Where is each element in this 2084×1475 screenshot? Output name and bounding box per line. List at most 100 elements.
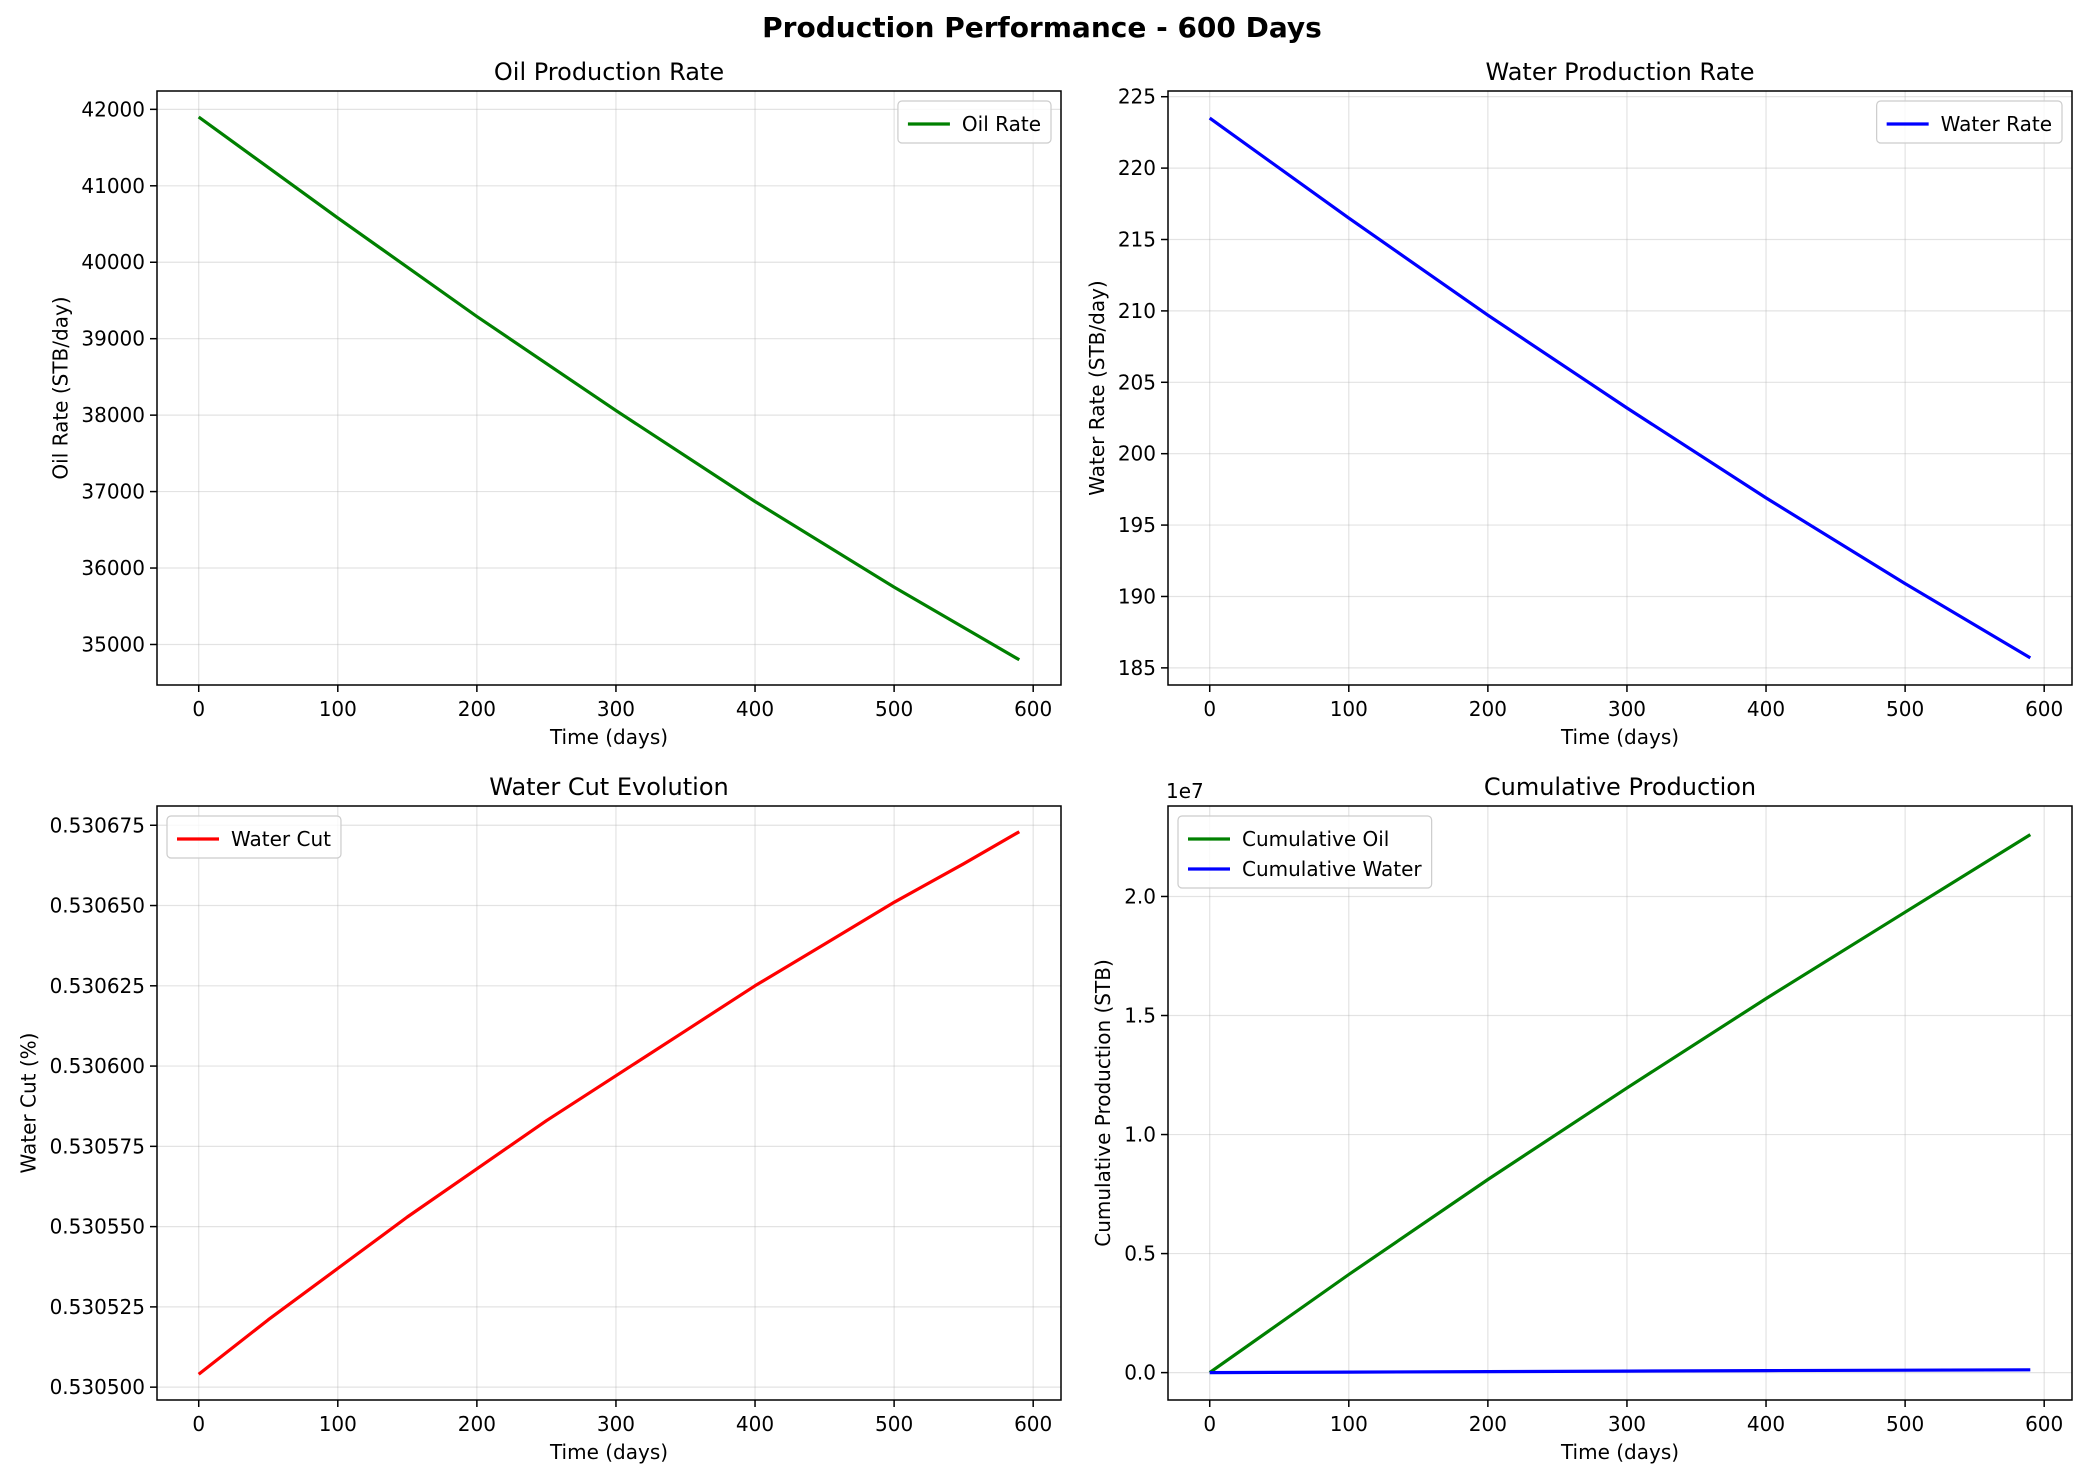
plot-frame — [156, 805, 1062, 1401]
chart-title: Water Production Rate — [1486, 58, 1755, 86]
legend-label: Cumulative Oil — [1242, 827, 1389, 851]
x-axis-label: Time (days) — [549, 725, 668, 749]
series-line-1 — [1208, 833, 2032, 1374]
x-tick-label: 100 — [1330, 1412, 1368, 1436]
x-tick-label: 400 — [736, 1412, 774, 1436]
y-tick-label: 210 — [1118, 299, 1156, 323]
x-tick-label: 0 — [1203, 697, 1216, 721]
y-axis-label: Cumulative Production (STB) — [1091, 959, 1115, 1247]
y-tick-label: 225 — [1118, 85, 1156, 109]
x-axis-label: Time (days) — [1560, 1440, 1679, 1464]
y-tick-label: 0.530500 — [50, 1375, 145, 1399]
chart-panel-1: 0 100 200 300 400 500 600 35000 36000 37000 38000 3… — [48, 58, 1062, 749]
x-tick-label: 200 — [458, 1412, 496, 1436]
legend-frame — [1876, 100, 2063, 144]
y-tick-label: 40000 — [81, 250, 145, 274]
y-tick-label: 36000 — [81, 556, 145, 580]
y-tick-label: 220 — [1118, 156, 1156, 180]
chart-title: Oil Production Rate — [494, 58, 724, 86]
y-offset-label: 1e7 — [1166, 779, 1204, 803]
series-line-1 — [1208, 116, 2032, 660]
y-tick-label: 185 — [1118, 656, 1156, 680]
x-tick-label: 500 — [1886, 1412, 1924, 1436]
x-tick-label: 100 — [1330, 697, 1368, 721]
chart-title: Cumulative Production — [1484, 773, 1756, 801]
plot-frame — [1167, 90, 2073, 686]
x-tick-label: 500 — [1886, 697, 1924, 721]
y-tick-label: 1.5 — [1124, 1004, 1156, 1028]
x-tick-label: 400 — [736, 697, 774, 721]
x-tick-label: 300 — [1608, 697, 1646, 721]
y-tick-label: 2.0 — [1124, 884, 1156, 908]
x-axis-label: Time (days) — [549, 1440, 668, 1464]
legend: Water Rate — [1876, 100, 2063, 144]
x-tick-label: 200 — [458, 697, 496, 721]
y-tick-label: 0.530525 — [50, 1295, 145, 1319]
y-axis-label: Water Cut (%) — [17, 1033, 41, 1174]
series-line-1 — [197, 115, 1021, 662]
x-tick-label: 400 — [1747, 1412, 1785, 1436]
chart-panel-4: 0 100 200 300 400 500 600 0.0 0.5 1.0 1.5 2.0 1e7 Cum… — [1091, 773, 2073, 1464]
y-tick-label: 41000 — [81, 174, 145, 198]
figure-title: Production Performance - 600 Days — [762, 11, 1322, 44]
y-tick-label: 42000 — [81, 97, 145, 121]
x-tick-label: 200 — [1469, 697, 1507, 721]
y-tick-label: 0.5 — [1124, 1242, 1156, 1266]
x-tick-label: 300 — [597, 697, 635, 721]
series-line-2 — [1209, 1368, 2031, 1375]
y-tick-label: 215 — [1118, 228, 1156, 252]
y-tick-label: 200 — [1118, 442, 1156, 466]
y-tick-label: 0.530550 — [50, 1215, 145, 1239]
x-tick-label: 100 — [319, 1412, 357, 1436]
y-tick-label: 0.530575 — [50, 1134, 145, 1158]
x-tick-label: 0 — [1203, 1412, 1216, 1436]
x-tick-label: 600 — [1014, 697, 1052, 721]
x-tick-label: 600 — [2025, 1412, 2063, 1436]
legend-label: Oil Rate — [962, 112, 1041, 136]
y-tick-label: 190 — [1118, 584, 1156, 608]
y-tick-label: 0.530600 — [50, 1054, 145, 1078]
series-line-1 — [197, 830, 1021, 1376]
y-axis-label: Water Rate (STB/day) — [1085, 280, 1109, 495]
x-tick-label: 500 — [875, 697, 913, 721]
y-tick-label: 195 — [1118, 513, 1156, 537]
y-axis-label: Oil Rate (STB/day) — [48, 296, 72, 479]
x-tick-label: 400 — [1747, 697, 1785, 721]
x-tick-label: 300 — [1608, 1412, 1646, 1436]
legend: Water Cut — [166, 815, 342, 859]
y-tick-label: 205 — [1118, 370, 1156, 394]
legend-label: Water Cut — [231, 827, 331, 851]
x-tick-label: 0 — [192, 697, 205, 721]
legend: Oil Rate — [897, 100, 1052, 144]
x-tick-label: 600 — [2025, 697, 2063, 721]
y-tick-label: 39000 — [81, 327, 145, 351]
y-tick-label: 0.530675 — [50, 813, 145, 837]
y-tick-label: 0.530650 — [50, 894, 145, 918]
x-tick-label: 200 — [1469, 1412, 1507, 1436]
x-tick-label: 100 — [319, 697, 357, 721]
legend-frame — [166, 815, 342, 859]
y-tick-label: 0.530625 — [50, 974, 145, 998]
x-tick-label: 500 — [875, 1412, 913, 1436]
x-tick-label: 600 — [1014, 1412, 1052, 1436]
legend-frame — [897, 100, 1052, 144]
y-tick-label: 37000 — [81, 480, 145, 504]
y-tick-label: 0.0 — [1124, 1361, 1156, 1385]
x-tick-label: 300 — [597, 1412, 635, 1436]
legend: Cumulative Oil Cumulative Water — [1177, 815, 1433, 889]
chart-title: Water Cut Evolution — [489, 773, 728, 801]
y-tick-label: 38000 — [81, 403, 145, 427]
y-tick-label: 1.0 — [1124, 1123, 1156, 1147]
legend-label: Water Rate — [1941, 112, 2052, 136]
chart-panel-2: 0 100 200 300 400 500 600 185 190 195 200 205 210 215… — [1085, 58, 2073, 749]
legend-label: Cumulative Water — [1242, 857, 1422, 881]
legend-frame — [1177, 815, 1433, 889]
chart-panel-3: 0 100 200 300 400 500 600 0.530500 0.530525 0.530… — [17, 773, 1062, 1464]
x-tick-label: 0 — [192, 1412, 205, 1436]
y-tick-label: 35000 — [81, 632, 145, 656]
plot-frame — [156, 90, 1062, 686]
plot-frame — [1167, 805, 2073, 1401]
x-axis-label: Time (days) — [1560, 725, 1679, 749]
